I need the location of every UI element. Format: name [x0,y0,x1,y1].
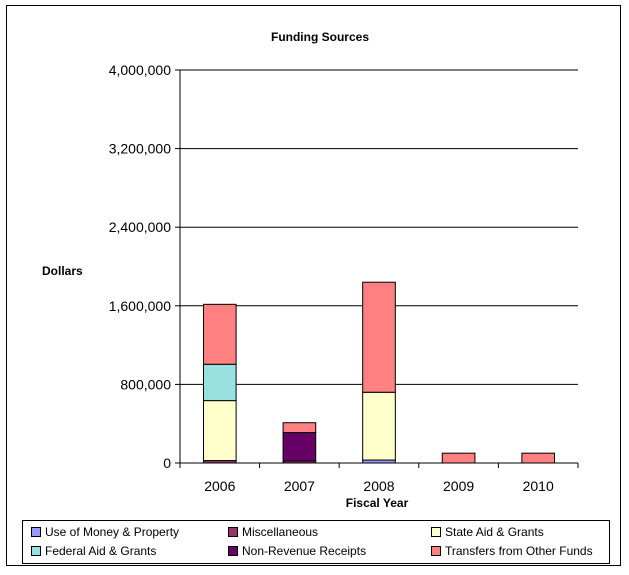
legend-item: State Aid & Grants [431,525,544,539]
x-tick-label: 2006 [204,478,235,494]
legend-swatch [431,546,441,556]
legend-item: Use of Money & Property [31,525,179,539]
legend-item: Miscellaneous [228,525,318,539]
bar-segment [202,303,237,365]
legend-label: Miscellaneous [242,525,319,539]
legend-swatch [228,546,238,556]
x-tick-label: 2007 [284,478,315,494]
bar-segment [362,391,396,461]
bar-segment [362,281,396,393]
legend-label: Use of Money & Property [45,525,180,539]
bar-segment [282,422,317,434]
bar-segment [441,452,476,464]
legend: Use of Money & Property Miscellaneous Stat… [22,520,610,564]
legend-label: State Aid & Grants [445,525,544,539]
legend-swatch [31,527,41,537]
legend-label: Non-Revenue Receipts [242,544,367,558]
legend-swatch [31,546,41,556]
y-tick-label: 1,600,000 [109,298,171,314]
legend-item: Non-Revenue Receipts [228,544,366,558]
y-tick-label: 3,200,000 [109,141,171,157]
x-axis-label: Fiscal Year [346,496,409,510]
bar-segment [521,452,556,464]
legend-swatch [431,527,441,537]
y-axis-label: Dollars [42,264,83,278]
legend-item: Federal Aid & Grants [31,544,156,558]
chart-frame [6,5,621,566]
bar-segment [282,432,317,462]
legend-item: Transfers from Other Funds [431,544,593,558]
x-tick-label: 2010 [523,478,554,494]
y-tick-label: 2,400,000 [109,219,171,235]
legend-label: Transfers from Other Funds [445,544,593,558]
legend-swatch [228,527,238,537]
y-tick-label: 800,000 [120,376,171,392]
chart-title: Funding Sources [271,30,369,44]
y-tick-label: 0 [163,455,171,471]
x-tick-label: 2008 [363,478,394,494]
plot-area: 0 800,000 1,600,000 2,400,000 3,200,000 4,000… [109,62,579,494]
bar-segment [202,400,237,462]
bar-segment [202,363,237,402]
legend-label: Federal Aid & Grants [45,544,157,558]
x-tick-label: 2009 [443,478,474,494]
y-tick-label: 4,000,000 [109,62,171,78]
